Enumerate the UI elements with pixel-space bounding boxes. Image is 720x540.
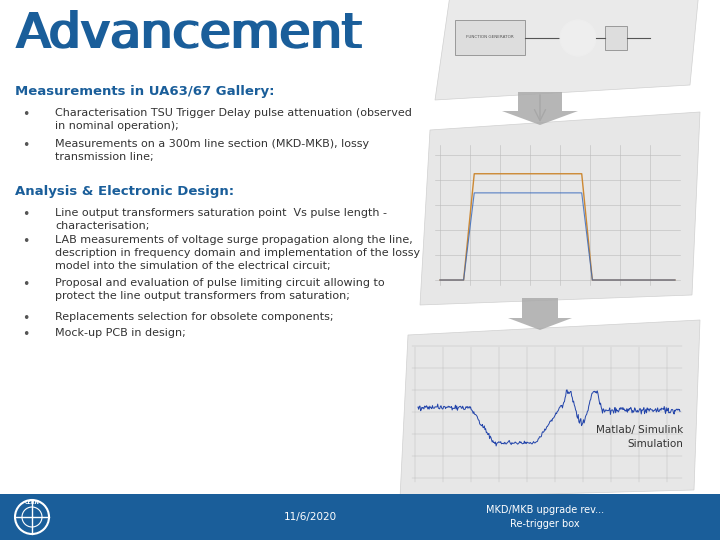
Text: MKD/MKB upgrade rev...
Re-trigger box: MKD/MKB upgrade rev... Re-trigger box [486, 505, 604, 529]
Circle shape [560, 20, 596, 56]
Text: Mock-up PCB in design;: Mock-up PCB in design; [55, 328, 186, 338]
Polygon shape [420, 112, 700, 305]
Text: •: • [22, 278, 30, 291]
Polygon shape [400, 320, 700, 498]
Bar [0, 494, 720, 540]
Text: •: • [22, 108, 30, 121]
Text: CERN: CERN [24, 501, 40, 505]
Text: •: • [22, 208, 30, 221]
Text: LAB measurements of voltage surge propagation along the line,
description in fre: LAB measurements of voltage surge propag… [55, 235, 420, 271]
Text: Replacements selection for obsolete components;: Replacements selection for obsolete comp… [55, 312, 333, 322]
Text: •: • [22, 235, 30, 248]
Text: Measurements on a 300m line section (MKD-MKB), lossy
transmission line;: Measurements on a 300m line section (MKD… [55, 139, 369, 162]
Text: •: • [22, 328, 30, 341]
Text: Matlab/ Simulink
Simulation: Matlab/ Simulink Simulation [595, 425, 683, 449]
Polygon shape [508, 298, 572, 330]
Polygon shape [435, 0, 700, 100]
Text: •: • [22, 139, 30, 152]
Text: •: • [22, 312, 30, 325]
Text: Characterisation TSU Trigger Delay pulse attenuation (observed
in nominal operat: Characterisation TSU Trigger Delay pulse… [55, 108, 412, 131]
Bar [455, 20, 525, 55]
Text: Analysis & Electronic Design:: Analysis & Electronic Design: [15, 185, 234, 198]
Text: 11/6/2020: 11/6/2020 [284, 512, 336, 522]
Text: Advancement: Advancement [15, 10, 361, 58]
Text: Advancement: Advancement [18, 10, 364, 58]
Bar [605, 26, 627, 50]
Text: Proposal and evaluation of pulse limiting circuit allowing to
protect the line o: Proposal and evaluation of pulse limitin… [55, 278, 384, 301]
Text: Line output transformers saturation point  Vs pulse length -
characterisation;: Line output transformers saturation poin… [55, 208, 387, 231]
Text: Measurements in UA63/67 Gallery:: Measurements in UA63/67 Gallery: [15, 85, 274, 98]
Polygon shape [502, 92, 578, 125]
Text: FUNCTION GENERATOR: FUNCTION GENERATOR [466, 35, 514, 39]
